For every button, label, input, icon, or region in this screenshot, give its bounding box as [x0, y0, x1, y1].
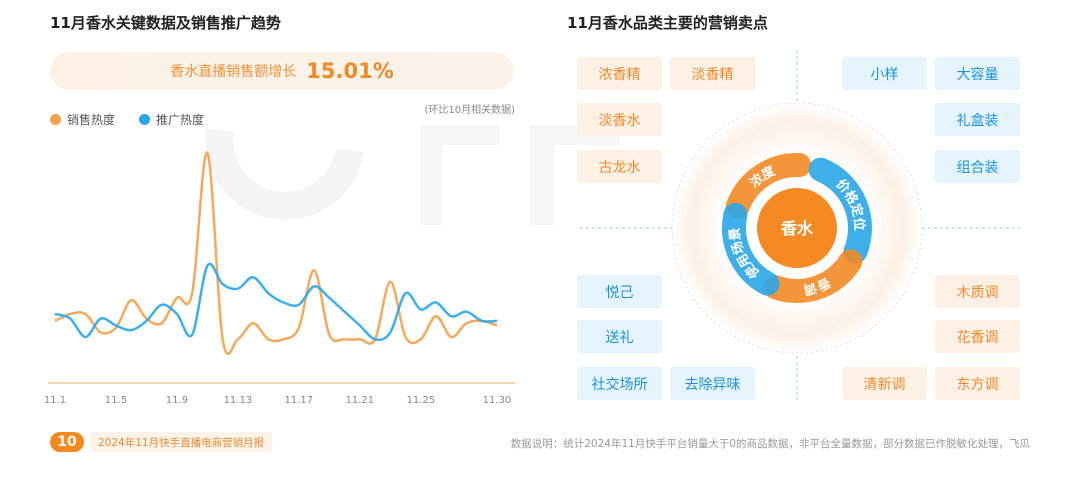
selling-point-tag: 木质调 — [935, 275, 1020, 308]
legend-promo: 推广热度 — [156, 113, 205, 127]
selling-point-tag: 社交场所 — [577, 367, 662, 400]
x-tick-label: 11.13 — [224, 395, 253, 406]
x-tick-label: 11.1 — [44, 395, 66, 406]
center-label: 香水 — [780, 219, 814, 238]
center-circle — [757, 188, 837, 268]
trend-chart: 11.1 11.5 11.9 11.13 11.17 11.21 11.25 11.30 — [44, 151, 515, 406]
selling-point-tag: 东方调 — [935, 367, 1020, 400]
legend-dot-promo — [139, 114, 151, 125]
selling-point-tag: 浓香精 — [577, 57, 662, 90]
selling-point-tag: 组合装 — [935, 150, 1020, 183]
right-title: 11月香水品类主要的营销卖点 — [567, 14, 768, 32]
selling-point-tag: 淡香水 — [577, 103, 662, 136]
selling-point-tag: 大容量 — [935, 57, 1020, 90]
selling-point-tag: 小样 — [842, 57, 927, 90]
selling-point-tag: 礼盒装 — [935, 103, 1020, 136]
left-title: 11月香水关键数据及销售推广趋势 — [50, 14, 281, 32]
watermark-logo — [205, 125, 620, 225]
series-line-sales — [54, 151, 498, 355]
selling-point-tag: 淡香精 — [670, 57, 755, 90]
growth-value: 15.01% — [306, 59, 394, 83]
x-tick-label: 11.17 — [285, 395, 314, 406]
ring-arc — [763, 249, 863, 303]
selling-point-tag: 去除异味 — [670, 367, 755, 400]
ring-arc — [808, 157, 872, 264]
selling-point-tag: 送礼 — [577, 320, 662, 353]
page-number: 10 — [50, 432, 84, 452]
x-tick-label: 11.25 — [406, 395, 435, 406]
selling-point-tag: 清新调 — [842, 367, 927, 400]
x-tick-label: 11.21 — [346, 395, 375, 406]
growth-banner: 香水直播销售额增长 15.01% — [50, 52, 514, 90]
comparison-note: (环比10月相关数据) — [424, 105, 515, 116]
legend-sales: 销售热度 — [67, 113, 116, 127]
report-name: 2024年11月快手直播电商营销月报 — [90, 432, 273, 452]
chart-legend: 销售热度 推广热度 — [50, 111, 204, 128]
ring-arc — [725, 153, 812, 219]
data-note: 数据说明：统计2024年11月快手平台销量大于0的商品数据，非平台全量数据，部分… — [510, 438, 1030, 450]
x-tick-label: 11.30 — [483, 395, 512, 406]
growth-label: 香水直播销售额增长 — [170, 64, 297, 80]
ring-arc — [722, 202, 780, 296]
legend-dot-sales — [50, 114, 61, 125]
selling-point-tag: 古龙水 — [577, 150, 662, 183]
x-tick-label: 11.9 — [166, 395, 188, 406]
series-line-promotion — [54, 262, 498, 342]
selling-point-tag: 悦己 — [577, 275, 662, 308]
selling-point-tag: 花香调 — [935, 320, 1020, 353]
x-tick-label: 11.5 — [105, 395, 127, 406]
